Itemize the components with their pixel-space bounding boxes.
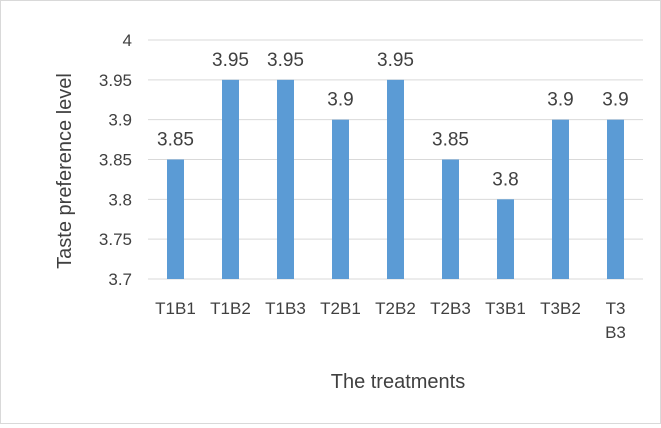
- data-label: 3.9: [547, 90, 573, 111]
- data-label: 3.9: [602, 90, 628, 111]
- x-axis-title: The treatments: [331, 371, 466, 393]
- x-axis-ticks: T1B1 T1B2 T1B3 T2B1 T2B2 T2B3 T3B1 T3B2 T3 B3: [155, 299, 626, 342]
- y-tick-label: 3.8: [108, 190, 132, 209]
- y-tick-label: 3.75: [99, 230, 132, 249]
- bar-t2b1: [332, 119, 349, 280]
- data-labels: 3.85 3.95 3.95 3.9 3.95 3.85 3.8 3.9 3.9: [157, 50, 629, 190]
- y-axis-ticks: 3.7 3.75 3.8 3.85 3.9 3.95 4: [99, 31, 132, 289]
- x-tick-label: T2B1: [320, 299, 361, 318]
- data-label: 3.85: [157, 130, 194, 151]
- x-tick-label: T1B3: [265, 299, 306, 318]
- bar-t3b1: [497, 199, 514, 279]
- y-tick-label: 3.7: [108, 270, 132, 289]
- bar-t1b1: [167, 159, 184, 279]
- y-tick-label: 3.85: [99, 151, 132, 170]
- bar-t3b2: [552, 119, 569, 280]
- y-tick-label: 3.9: [108, 111, 132, 130]
- x-tick-label: T1B1: [155, 299, 196, 318]
- x-tick-label: T1B2: [210, 299, 251, 318]
- bar-t1b2: [222, 79, 239, 279]
- data-label: 3.9: [327, 90, 353, 111]
- x-tick-label: T2B3: [430, 299, 471, 318]
- y-tick-label: 4: [123, 31, 132, 50]
- y-tick-label: 3.95: [99, 71, 132, 90]
- x-tick-label: T3B1: [485, 299, 526, 318]
- y-axis-title: Taste preference level: [54, 73, 76, 269]
- x-tick-label: T2B2: [375, 299, 416, 318]
- x-tick-label: T3B2: [540, 299, 581, 318]
- bar-t1b3: [277, 79, 294, 279]
- data-label: 3.85: [432, 130, 469, 151]
- data-label: 3.8: [492, 169, 518, 190]
- data-label: 3.95: [377, 50, 414, 71]
- data-label: 3.95: [267, 50, 304, 71]
- data-label: 3.95: [212, 50, 249, 71]
- bar-t2b3: [442, 159, 459, 279]
- bar-t3b3: [607, 119, 624, 280]
- x-tick-label: T3 B3: [605, 299, 626, 342]
- bar-t2b2: [387, 79, 404, 279]
- bars: [167, 79, 624, 280]
